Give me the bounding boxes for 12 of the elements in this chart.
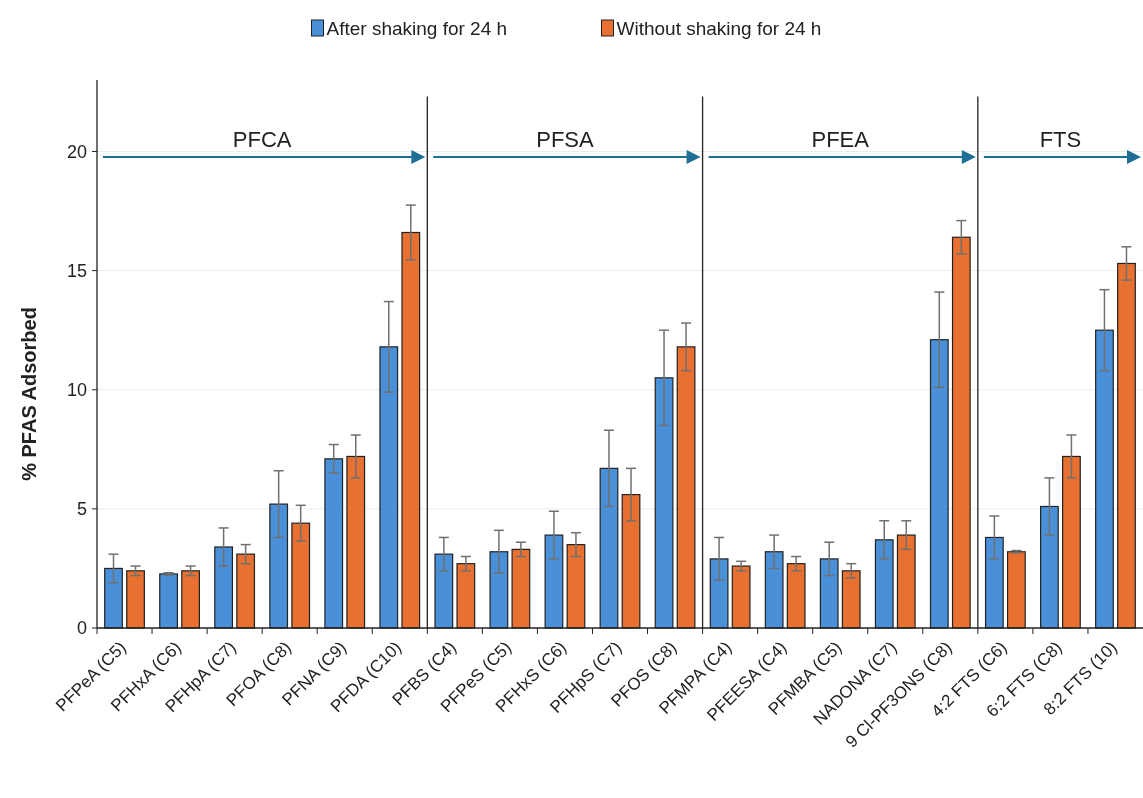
annotation: FTS <box>1039 127 1082 152</box>
y-tick-label: 15 <box>66 260 87 281</box>
y-tick-label: 0 <box>76 618 87 639</box>
annotation: PFSA <box>536 127 594 152</box>
annotation: PFEA <box>811 127 870 152</box>
y-axis-title: % PFAS Adsorbed <box>18 307 40 481</box>
y-tick-label: 10 <box>66 380 87 401</box>
y-tick-label: 5 <box>76 499 87 520</box>
legend-label: After shaking for 24 h <box>326 17 508 39</box>
y-tick-label: 20 <box>66 141 87 162</box>
annotation: PFCA <box>232 127 292 152</box>
legend-label: Without shaking for 24 h <box>616 17 822 39</box>
